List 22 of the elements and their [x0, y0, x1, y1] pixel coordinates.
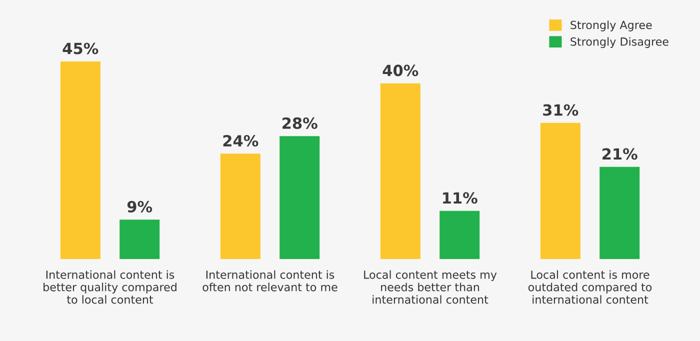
- bar: [220, 154, 260, 260]
- x-tick-label: International content is better quality compared to local content: [44, 270, 176, 304]
- data-label: 24%: [223, 134, 258, 147]
- x-tick-label: Local content meets my needs better than international content: [364, 270, 497, 304]
- bar: [280, 136, 320, 260]
- bar: [380, 83, 420, 260]
- data-label: 9%: [127, 200, 152, 212]
- x-tick-label: Local content is more outdated compared to international content: [528, 270, 652, 304]
- x-tick-label: International content is often not relevant to me: [202, 270, 338, 292]
- data-label: 45%: [62, 42, 98, 54]
- data-label: 21%: [602, 148, 638, 160]
- data-label: 40%: [382, 64, 418, 76]
- legend-label: Strongly Agree: [570, 20, 652, 32]
- bar: [540, 122, 580, 260]
- bar: [600, 166, 640, 260]
- legend-label: Strongly Disagree: [570, 37, 668, 48]
- bar: [120, 220, 160, 260]
- data-label: 11%: [443, 192, 478, 204]
- data-label: 28%: [282, 117, 318, 129]
- bar: [440, 210, 480, 260]
- data-label: 31%: [543, 104, 578, 116]
- bar: [60, 61, 100, 260]
